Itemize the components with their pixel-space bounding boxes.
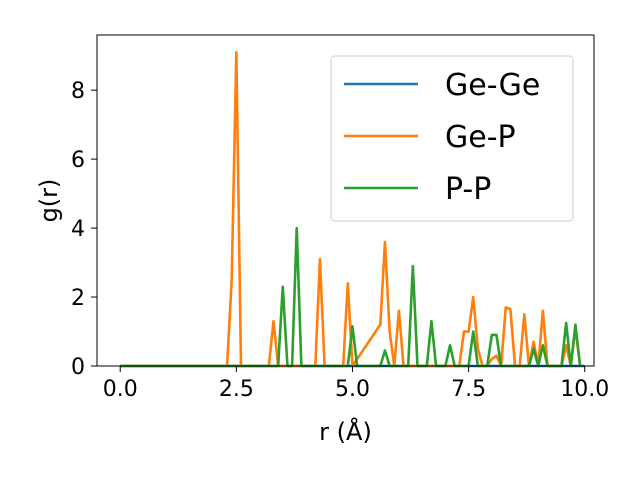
y-tick-label: 2 [71,286,85,311]
x-tick-label: 5.0 [335,377,370,402]
y-tick-label: 0 [71,355,85,380]
x-axis-label: r (Å) [319,417,372,446]
y-axis-ticks: 0 2 4 6 8 [71,79,97,380]
legend-label-p-p: P-P [445,172,491,207]
y-tick-label: 4 [71,217,85,242]
legend-label-ge-ge: Ge-Ge [445,68,540,103]
x-tick-label: 2.5 [219,377,254,402]
x-tick-label: 10.0 [560,377,609,402]
y-tick-label: 8 [71,79,85,104]
y-tick-label: 6 [71,148,85,173]
x-axis-ticks: 0.0 2.5 5.0 7.5 10.0 [103,366,609,402]
plot-frame [96,34,595,367]
y-axis-label: g(r) [35,179,63,223]
x-tick-label: 7.5 [451,377,486,402]
legend-box [330,55,574,222]
x-tick-label: 0.0 [103,377,138,402]
legend: Ge-Ge Ge-P P-P [330,55,574,222]
legend-label-ge-p: Ge-P [445,120,516,155]
